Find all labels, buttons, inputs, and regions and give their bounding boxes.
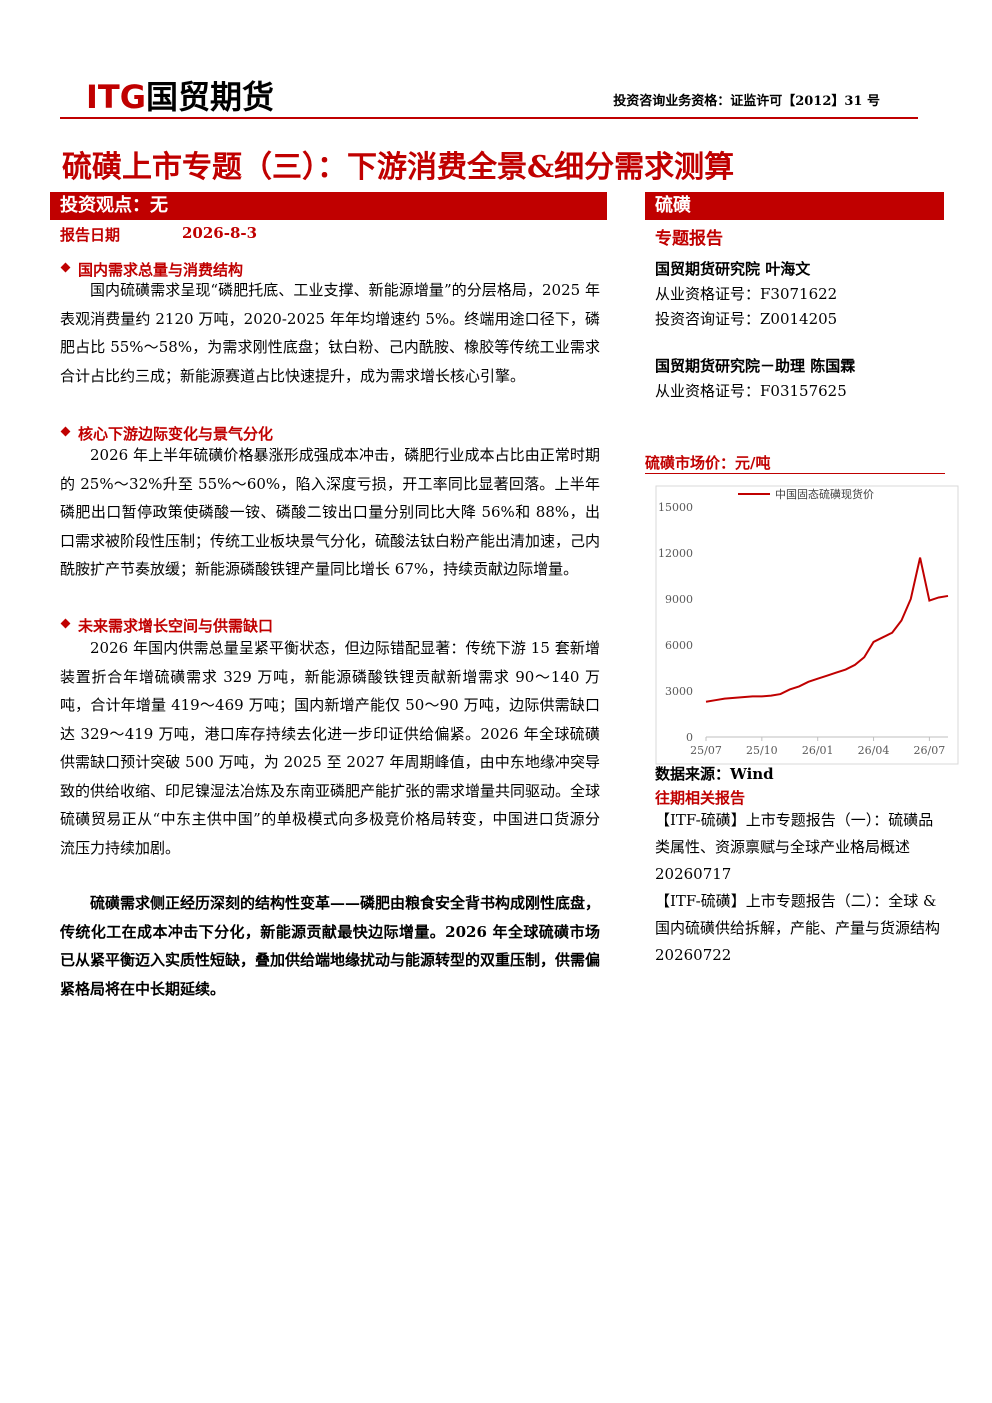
chart-heading-rule [645, 473, 945, 474]
logo-name: 国贸期货 [146, 78, 275, 116]
report-title: 硫磺上市专题（三）：下游消费全景&细分需求测算 [62, 150, 735, 185]
source: 数据来源：Wind [655, 765, 774, 783]
section-heading: 未来需求增长空间与供需缺口 [60, 615, 273, 636]
chart: 0 3000 6000 9000 12000 15000 25/07 25/10 26/01 26… [655, 485, 959, 765]
section-text: 2026 年国内供需总量呈紧平衡状态，但边际错配显著：传统下游 15 套新增装置… [60, 639, 601, 857]
left-banner: 投资观点：无 [50, 192, 607, 220]
author-name: 国贸期货研究院－助理 陈国霖 [655, 357, 856, 375]
series-line [705, 557, 949, 703]
date: 2026-8-3 [182, 224, 258, 242]
y-tick-label: 3000 [665, 685, 693, 698]
authors: 国贸期货研究院 叶海文 从业资格证号：F3071622 投资咨询证号：Z0014… [655, 257, 945, 404]
y-tick-label: 12000 [658, 547, 693, 560]
x-tick-label: 26/07 [914, 744, 946, 757]
report-type: 专题报告 [655, 229, 723, 249]
logo: ITG国贸期货 [86, 72, 274, 118]
header-rule [60, 117, 918, 119]
x-tick-label: 25/10 [746, 744, 778, 757]
x-tick-label: 25/07 [690, 744, 722, 757]
x-tick-label: 26/01 [802, 744, 834, 757]
author-name: 国贸期货研究院 叶海文 [655, 260, 811, 278]
y-tick-label: 0 [686, 731, 693, 744]
related-item: 【ITF-硫磺】上市专题报告（二）：全球 & 国内硫磺供给拆解，产能、产量与货源… [655, 892, 941, 964]
chart-heading: 硫磺市场价：元/吨 [645, 454, 771, 472]
right-banner: 硫磺 [645, 192, 944, 220]
logo-brand: ITG [86, 78, 146, 116]
chart-frame [655, 485, 959, 765]
y-tick-label: 6000 [665, 639, 693, 652]
x-tick-label: 26/04 [858, 744, 890, 757]
section-text: 国内硫磺需求呈现“磷肥托底、工业支撑、新能源增量”的分层格局，2025 年表观消… [60, 281, 600, 385]
y-tick-label: 15000 [658, 501, 693, 514]
qualification: 投资咨询业务资格：证监许可【2012】31 号 [613, 94, 880, 109]
related-item: 【ITF-硫磺】上市专题报告（一）：硫磺品类属性、资源禀赋与全球产业格局概述 2… [655, 811, 934, 883]
related-list: 【ITF-硫磺】上市专题报告（一）：硫磺品类属性、资源禀赋与全球产业格局概述 2… [655, 807, 940, 969]
conclusion: 硫磺需求侧正经历深刻的结构性变革——磷肥由粮食安全背书构成刚性底盘，传统化工在成… [60, 894, 601, 998]
legend-label: 中国固态硫磺现货价 [775, 487, 874, 501]
related-heading: 往期相关报告 [655, 789, 746, 807]
author-line: 从业资格证号：F03157625 [655, 382, 847, 400]
section-heading: 核心下游边际变化与景气分化 [60, 423, 273, 444]
y-tick-label: 9000 [665, 593, 693, 606]
author-line: 投资咨询证号：Z0014205 [655, 310, 838, 328]
section-heading: 国内需求总量与消费结构 [60, 259, 243, 280]
section-text: 2026 年上半年硫磺价格暴涨形成强成本冲击，磷肥行业成本占比由正常时期的 25… [60, 446, 601, 578]
author-line: 从业资格证号：F3071622 [655, 285, 838, 303]
date-label: 报告日期 [60, 226, 121, 244]
